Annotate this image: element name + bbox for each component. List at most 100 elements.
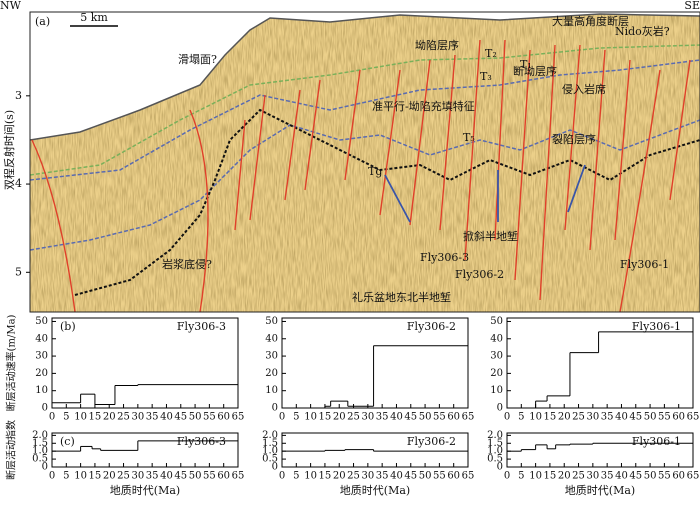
x-tick-label: 25 [347,412,360,423]
x-tick-label: 30 [131,471,144,482]
x-tick-label: 20 [333,471,346,482]
x-tick-label: 60 [217,412,230,423]
annotation: T₅ [463,131,475,144]
x-tick-label: 20 [103,471,116,482]
x-tick-label: 15 [89,412,102,423]
annotation: Fly306-1 [620,258,669,271]
x-tick-label: 45 [629,471,642,482]
x-tick-label: 55 [203,412,216,423]
x-tick-label: 25 [572,471,585,482]
x-tick-label: 15 [319,412,332,423]
x-tick-label: 30 [361,471,374,482]
y-tick-label: 10 [35,385,48,396]
seismic-image [30,12,700,312]
x-tick-label: 45 [174,471,187,482]
annotation: 侵入岩席 [562,82,606,96]
annotation: 坳陷层序 [415,38,459,52]
x-tick-label: 25 [347,471,360,482]
x-tick-label: 30 [131,412,144,423]
x-tick-label: 0 [279,412,285,423]
annotation: 岩浆底侵? [162,257,212,271]
x-tick-label: 55 [658,412,671,423]
y-tick-label: 30 [490,351,503,362]
x-tick-label: 65 [462,412,475,423]
x-tick-label: 15 [319,471,332,482]
x-tick-label: 15 [544,471,557,482]
scale-label: 5 km [80,11,108,24]
x-tick-label: 15 [89,471,102,482]
x-tick-label: 10 [529,412,542,423]
x-tick-label: 35 [376,471,389,482]
x-tick-label: 25 [117,471,130,482]
chart-title: Fly306-2 [407,320,456,333]
x-tick-label: 5 [63,471,69,482]
x-tick-label: 60 [672,412,685,423]
annotation: Nido灰岩? [615,24,670,38]
x-tick-label: 40 [390,471,403,482]
y-tick-label: 2.0 [262,430,278,441]
y-tick-label: 20 [265,368,278,379]
x-tick-label: 5 [293,471,299,482]
chart-title: Fly306-3 [177,435,226,448]
annotation: 断坳层序 [513,64,557,78]
chart-title: Fly306-2 [407,435,456,448]
x-tick-label: 65 [462,471,475,482]
direction-left: NW [0,0,22,12]
annotation: T₂ [485,47,497,60]
annotation: 裂陷层序 [552,132,596,146]
x-tick-label: 10 [74,412,87,423]
annotation: 大量高角度断层 [552,14,629,28]
x-tick-label: 35 [146,471,159,482]
y-tick-label: 2.0 [487,430,503,441]
annotation: 滑塌面? [178,53,217,66]
y-axis-label: 断层活动指数 [5,420,18,480]
x-tick-label: 50 [419,471,432,482]
x-tick-label: 10 [529,471,542,482]
x-tick-label: 55 [433,471,446,482]
x-tick-label: 45 [174,412,187,423]
x-tick-label: 10 [74,471,87,482]
x-axis-label: 地质时代(Ma) [110,484,180,497]
x-tick-label: 25 [117,412,130,423]
y-tick-label: 50 [35,316,48,327]
panel-label: (a) [35,15,50,28]
y-tick-label: 0 [42,462,48,473]
y-tick-label: 0 [42,403,48,414]
y-tick-label: 50 [490,316,503,327]
y-tick-label: 1.0 [262,446,278,457]
x-tick-label: 15 [544,412,557,423]
y-tick-label: 1.5 [32,438,48,449]
annotation: T₁ [520,58,532,71]
x-tick-label: 55 [658,471,671,482]
x-tick-label: 40 [160,471,173,482]
x-tick-label: 0 [504,471,510,482]
x-tick-label: 40 [615,471,628,482]
x-tick-label: 55 [203,471,216,482]
y-tick-label: 10 [490,385,503,396]
x-tick-label: 30 [361,412,374,423]
y-tick-label: 1.5 [262,438,278,449]
annotation: 礼乐盆地东北半地堑 [352,290,451,304]
y-axis-label: 双程反射时间(s) [2,110,16,190]
x-tick-label: 65 [687,412,700,423]
x-tick-label: 40 [160,412,173,423]
x-tick-label: 20 [558,412,571,423]
y-tick-label: 0.5 [487,454,503,465]
x-tick-label: 5 [518,471,524,482]
y-tick-label: 40 [35,333,48,344]
x-tick-label: 55 [433,412,446,423]
y-tick-label: 1.0 [487,446,503,457]
x-tick-label: 35 [376,412,389,423]
x-tick-label: 20 [558,471,571,482]
panel-label: (c) [60,435,75,448]
x-tick-label: 25 [572,412,585,423]
x-axis-label: 地质时代(Ma) [565,484,635,497]
y-tick-label: 30 [265,351,278,362]
y-tick-label: 0 [272,403,278,414]
x-tick-label: 40 [615,412,628,423]
x-tick-label: 35 [601,412,614,423]
x-tick-label: 65 [232,412,245,423]
plot-frame [51,317,239,409]
x-tick-label: 35 [146,412,159,423]
